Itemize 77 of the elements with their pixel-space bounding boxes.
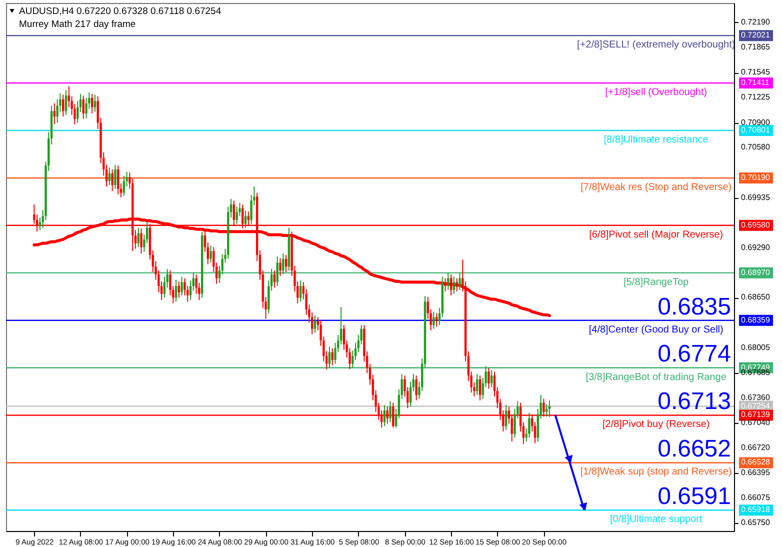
ref-line-label: [+1/8]sell (Overbought): [605, 87, 708, 98]
ref-line-label: [7/8]Weak res (Stop and Reverse): [580, 182, 732, 193]
y-tick-label: 0.71865: [741, 42, 770, 52]
chart-title: AUDUSD,H4 0.67220 0.67328 0.67118 0.67254: [19, 6, 222, 17]
candlestick: [210, 245, 212, 264]
y-tick-label: 0.68970: [741, 268, 770, 277]
y-tick-label: 0.66075: [741, 492, 770, 502]
candlestick: [488, 367, 490, 390]
y-tick-label: 0.70580: [741, 142, 770, 152]
ref-line-label: [1/8]Weak sup (stop and Reverse): [580, 466, 732, 478]
candlestick: [490, 370, 493, 388]
y-tick-label: 0.70801: [741, 125, 770, 134]
y-tick-label: 0.67254: [741, 401, 770, 410]
candlestick: [331, 348, 334, 366]
y-tick-label: 0.70900: [741, 118, 770, 127]
candlestick: [432, 311, 435, 330]
y-tick-label: 0.71225: [741, 92, 770, 102]
candlestick: [111, 168, 114, 192]
text: Murrey Math 217 day frame: [19, 19, 136, 30]
annotation: 0.6835: [658, 293, 731, 320]
candlestick: [447, 272, 450, 290]
candlestick: [279, 258, 282, 276]
y-tick-label: 0.71545: [741, 68, 770, 77]
y-tick-label: 0.65750: [741, 518, 770, 528]
y-tick-label: 0.72190: [741, 17, 770, 26]
candlestick: [444, 278, 446, 292]
candlestick: [435, 312, 438, 327]
candlestick: [456, 278, 458, 292]
y-tick-label: 0.69935: [741, 192, 770, 202]
annotation: 0.6652: [658, 436, 731, 463]
y-tick-label: 0.66395: [741, 468, 770, 478]
y-tick-label: 0.72021: [741, 30, 770, 40]
candlestick: [64, 90, 68, 116]
candlestick: [244, 210, 247, 228]
candlestick: [178, 280, 180, 298]
y-tick-label: 0.68359: [741, 315, 770, 324]
y-tick-label: 0.67040: [741, 418, 770, 427]
y-tick-label: 0.66528: [741, 458, 770, 467]
candlestick: [180, 276, 183, 296]
candlestick: [236, 206, 238, 224]
ref-line-label: [4/8]Center (Good Buy or Sell): [588, 324, 724, 336]
candlestick: [458, 272, 461, 290]
ref-line-label: [0/8]Ultimate support: [610, 514, 702, 526]
candlestick: [117, 165, 120, 195]
annotation: 0.6591: [658, 483, 731, 510]
ref-line-label: [+2/8]SELL! (extremely overbought): [577, 40, 736, 51]
ref-line-label: [2/8]Pivot buy (Reverse): [602, 419, 710, 430]
y-tick-label: 0.66720: [741, 442, 770, 452]
annotation: 0.6713: [658, 388, 731, 416]
candlestick: [415, 374, 418, 401]
candlestick: [328, 346, 331, 368]
candlestick: [528, 412, 530, 438]
candlestick: [478, 374, 482, 401]
y-tick-label: 0.69580: [741, 220, 770, 230]
ref-line-label: [5/8]RangeTop: [624, 276, 690, 288]
candlestick: [82, 95, 84, 120]
candlestick: [53, 102, 56, 125]
y-tick-label: 0.67360: [741, 393, 770, 402]
ref-line-label: [8/8]Ultimate resistance: [604, 134, 709, 146]
candlestick: [314, 315, 316, 334]
y-tick-label: 0.65918: [741, 505, 770, 514]
candlestick: [452, 276, 456, 294]
annotation: 0.6774: [658, 340, 731, 368]
candlestick: [137, 227, 140, 248]
ref-line-label: [3/8]RangeBot of trading Range: [586, 372, 727, 383]
y-tick-label: 0.69290: [741, 242, 770, 252]
y-tick-label: 0.70190: [741, 172, 770, 182]
ref-line-label: [6/8]Pivot sell (Major Reverse): [589, 229, 724, 240]
candlestick: [389, 400, 392, 423]
candlestick: [276, 256, 278, 287]
candlestick: [114, 164, 116, 190]
y-tick-label: 0.67139: [741, 410, 770, 420]
y-tick-label: 0.68005: [741, 342, 770, 352]
candlestick: [504, 404, 508, 430]
candlestick: [140, 228, 142, 254]
y-tick-label: 0.71411: [741, 78, 770, 88]
y-tick-label: 0.68650: [741, 292, 770, 302]
